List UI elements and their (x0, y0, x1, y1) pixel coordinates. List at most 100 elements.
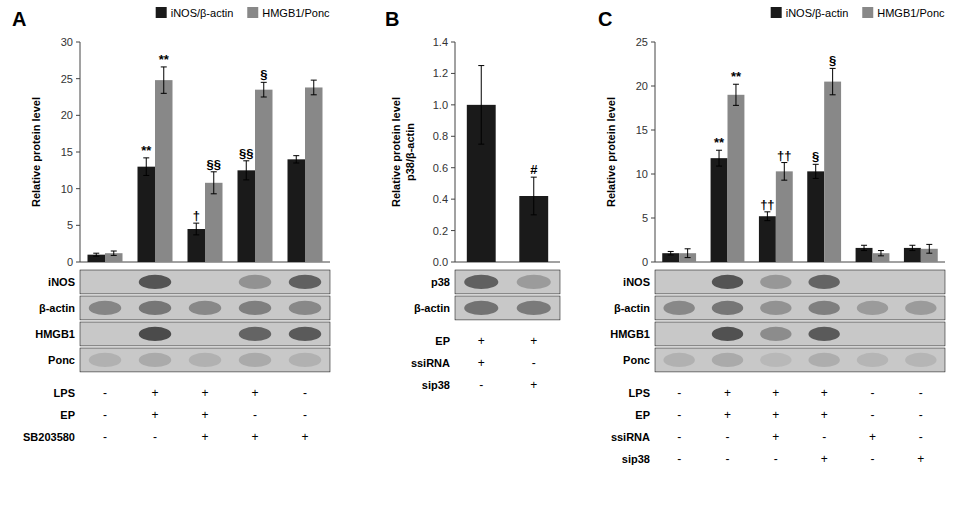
blot-label: β-actin (39, 302, 75, 314)
treatment-value: + (772, 430, 779, 444)
blot-band (663, 301, 694, 315)
panel: CRelative protein level0510152025**††§**… (598, 7, 945, 466)
treatment-value: - (919, 386, 923, 400)
blot-band (712, 275, 743, 289)
annotation: ** (141, 143, 152, 158)
blot-band (289, 275, 322, 289)
treatment-label: EP (435, 335, 450, 347)
y-tick-label: 30 (61, 36, 73, 48)
treatment-value: - (774, 452, 778, 466)
annotation: # (530, 162, 538, 177)
error-bar-line (533, 177, 534, 215)
error-bar-line (735, 84, 736, 105)
annotation: ** (731, 69, 742, 84)
error-bar-line (313, 80, 314, 95)
blot-label: p38 (431, 276, 450, 288)
annotation: † (193, 208, 200, 223)
annotation: §§ (239, 146, 253, 161)
treatment-value: + (821, 452, 828, 466)
y-tick-label: 20 (636, 80, 648, 92)
treatment-value: + (151, 408, 158, 422)
blot-label: HMGB1 (35, 328, 75, 340)
blot-band (239, 327, 272, 341)
blot-band (857, 353, 888, 367)
y-axis-line (655, 42, 656, 262)
error-bar (93, 253, 99, 256)
treatment-value: + (201, 430, 208, 444)
treatment-value: - (303, 386, 307, 400)
panel-title: A (12, 8, 26, 30)
blot-band (808, 327, 839, 341)
error-bar (161, 67, 167, 93)
blot-strip (80, 348, 330, 372)
legend-label: HMGB1/Ponc (262, 7, 330, 19)
error-bar-cap (311, 80, 317, 81)
error-bar (685, 249, 691, 258)
error-bar-cap (531, 214, 537, 215)
treatment-value: + (724, 386, 731, 400)
y-axis-line (80, 42, 81, 262)
blot-band (517, 275, 551, 289)
error-bar (311, 80, 317, 95)
error-bar-line (815, 164, 816, 178)
blot-band (139, 353, 172, 367)
error-bar-cap (909, 245, 915, 246)
y-tick-label: 1.4 (433, 36, 448, 48)
blot-label: β-actin (414, 302, 450, 314)
error-bar-line (912, 245, 913, 250)
blot-band (760, 301, 791, 315)
treatment-value: - (726, 452, 730, 466)
blot-band (905, 353, 936, 367)
error-bar-cap (243, 179, 249, 180)
blot-band (464, 301, 498, 315)
blot-strip (80, 296, 330, 320)
legend-label: iNOS/β-actin (786, 7, 849, 19)
error-bar-cap (861, 250, 867, 251)
blot-band (89, 301, 122, 315)
blot-band (89, 353, 122, 367)
error-bar-cap (685, 257, 691, 258)
error-bar-cap (716, 166, 722, 167)
y-tick (451, 167, 455, 168)
blot-band (808, 275, 839, 289)
treatment-value: - (822, 430, 826, 444)
bar (88, 255, 106, 262)
error-bar-cap (878, 250, 884, 251)
blot-band (808, 301, 839, 315)
treatment-value: - (103, 386, 107, 400)
error-bar-cap (830, 94, 836, 95)
error-bar (293, 156, 299, 163)
treatment-value: - (677, 408, 681, 422)
treatment-value: - (677, 386, 681, 400)
error-bar (781, 163, 787, 181)
blot-band (239, 301, 272, 315)
error-bar-cap (111, 251, 117, 252)
error-bar-line (196, 223, 197, 235)
error-bar-cap (781, 180, 787, 181)
treatment-label: ssiRNA (611, 431, 650, 443)
error-bar (111, 251, 117, 255)
error-bar-cap (193, 234, 199, 235)
y-tick (76, 225, 80, 226)
treatment-label: LPS (54, 387, 75, 399)
y-tick-label: 15 (61, 146, 73, 158)
blot-strip (655, 322, 945, 346)
error-bar-cap (293, 155, 299, 156)
treatment-value: - (871, 386, 875, 400)
blot-band (712, 327, 743, 341)
treatment-label: EP (60, 409, 75, 421)
y-axis-label-line: p38/β-actin (404, 123, 416, 181)
error-bar-cap (478, 144, 484, 145)
error-bar-cap (93, 253, 99, 254)
treatment-label: ssiRNA (411, 357, 450, 369)
blot-band (239, 275, 272, 289)
error-bar (909, 245, 915, 250)
y-axis-label-line: Relative protein level (30, 97, 42, 207)
error-bar (830, 68, 836, 94)
treatment-value: - (726, 430, 730, 444)
y-tick (76, 115, 80, 116)
error-bar-cap (161, 93, 167, 94)
y-tick (651, 130, 655, 131)
error-bar (143, 158, 149, 176)
error-bar-cap (211, 193, 217, 194)
